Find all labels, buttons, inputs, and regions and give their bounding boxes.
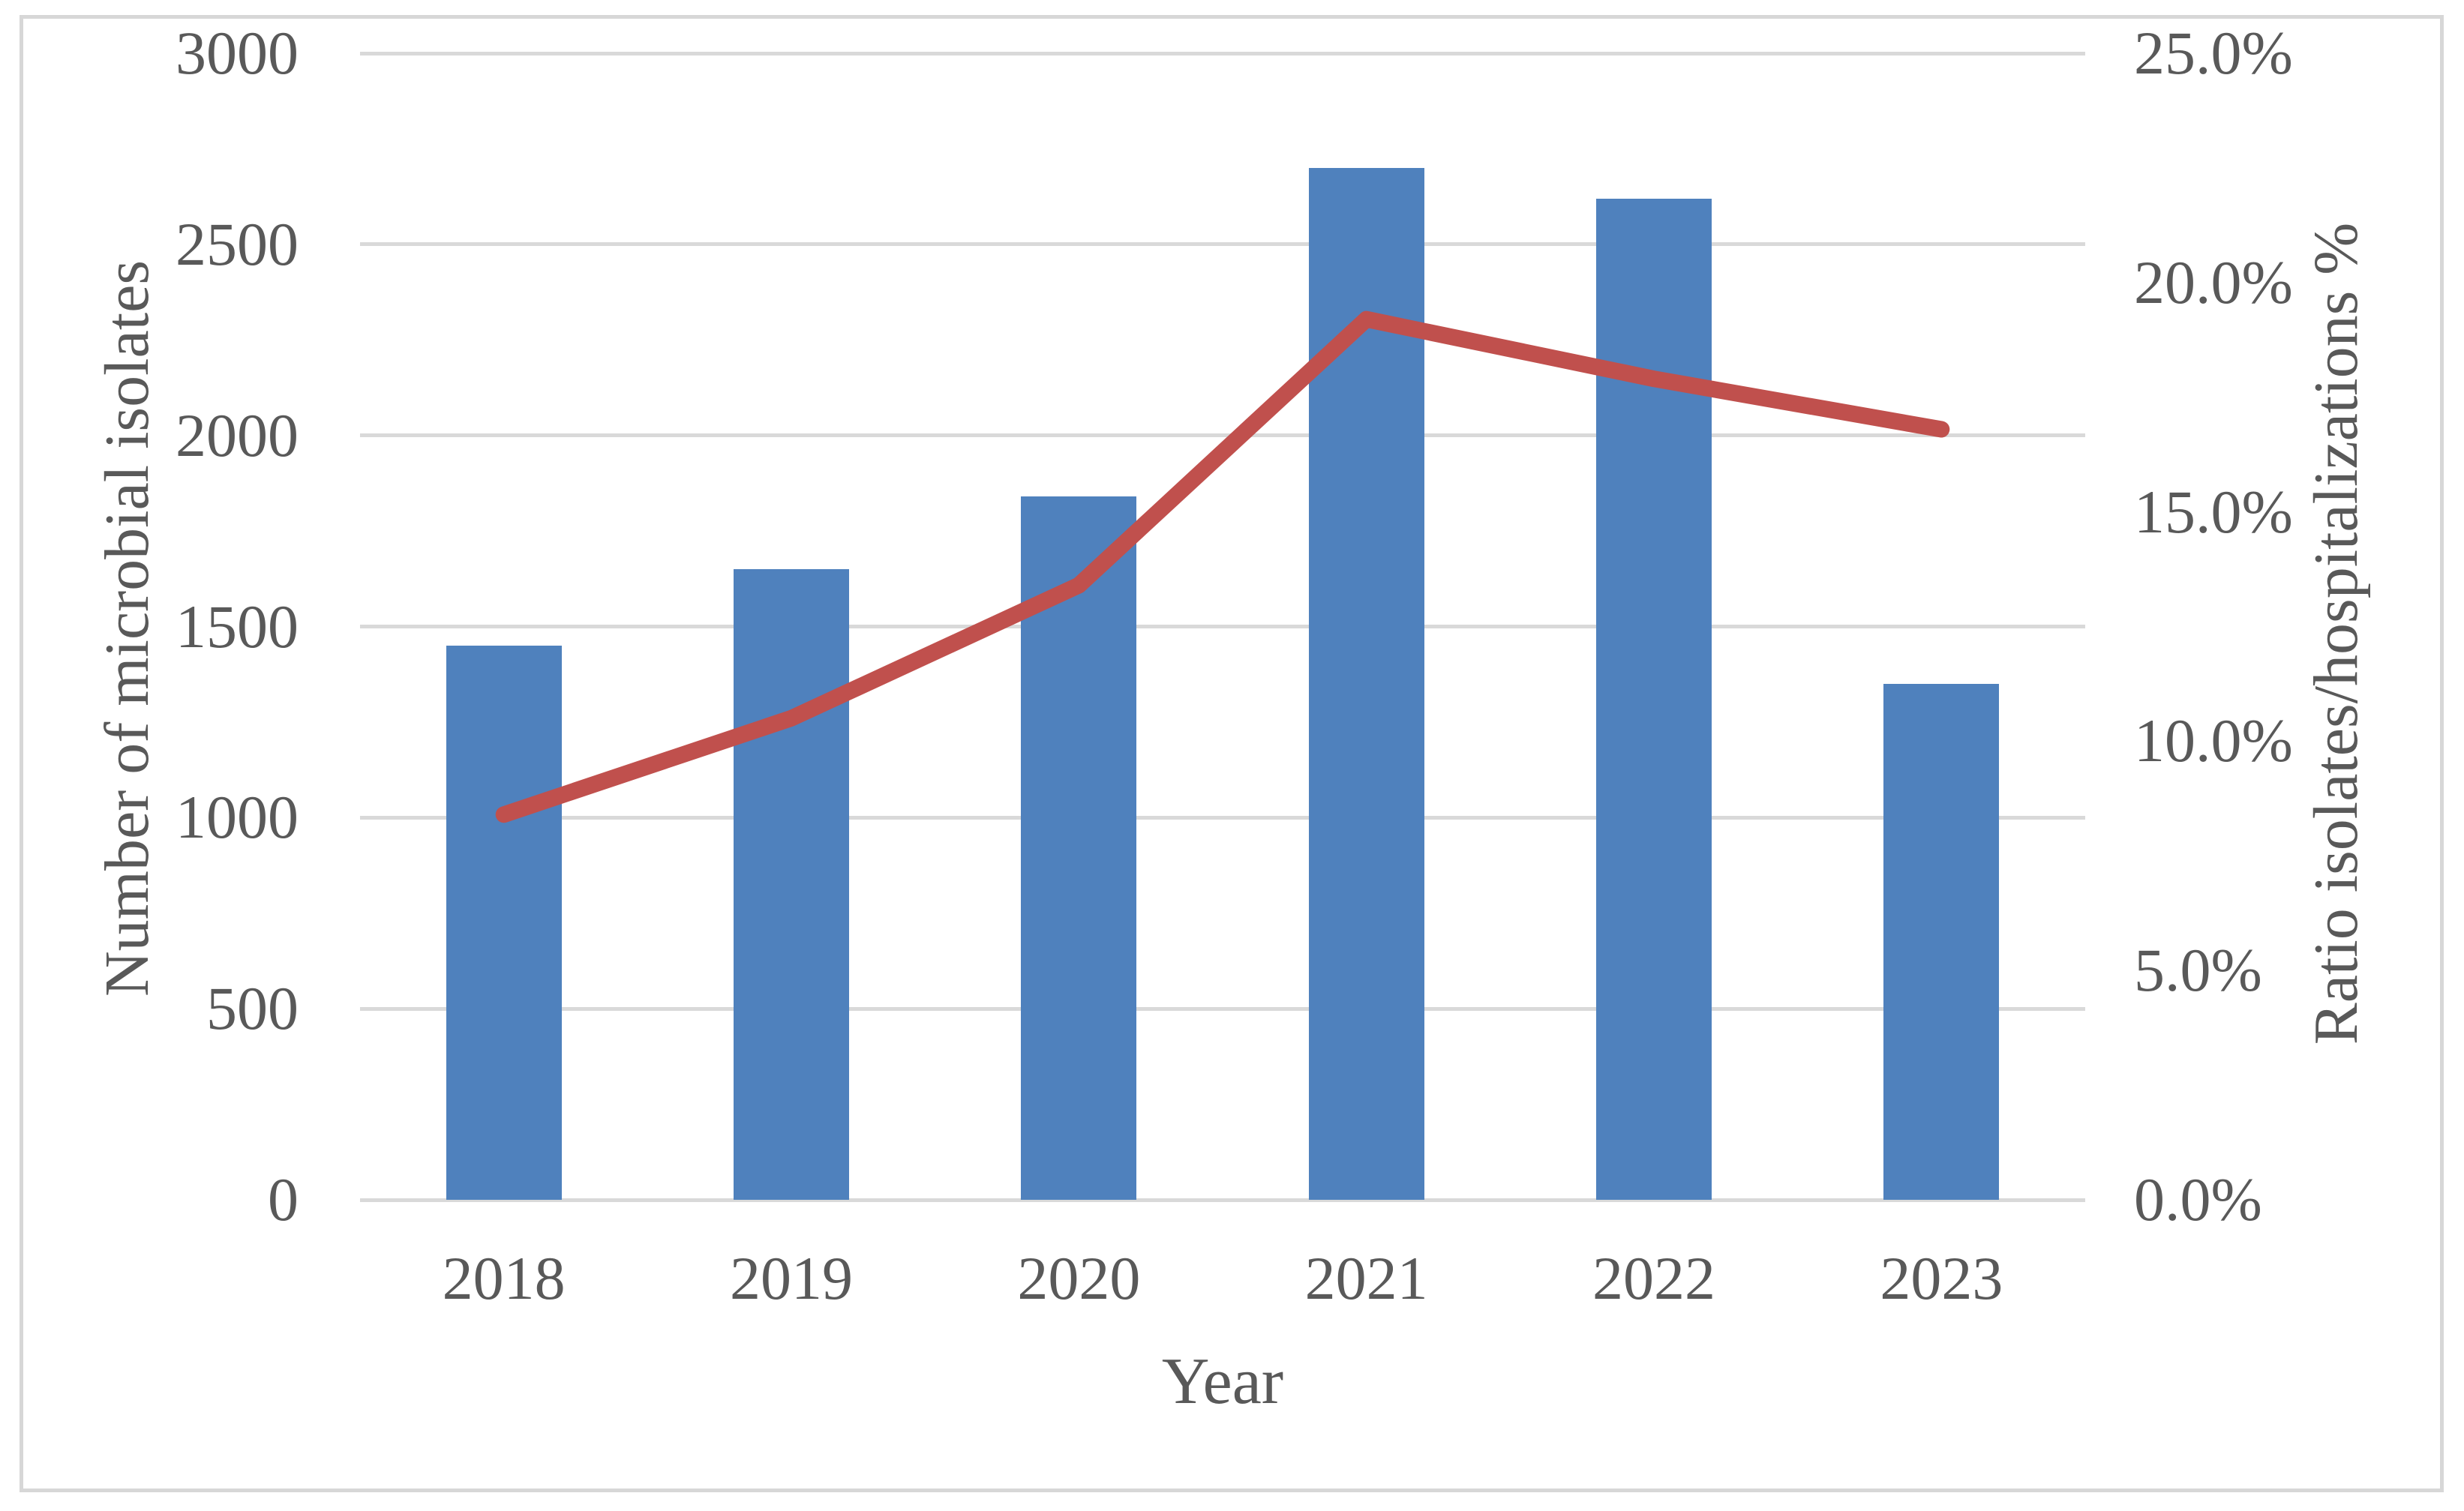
left-axis-tick-1500: 1500 <box>176 592 299 661</box>
bar-2018 <box>446 645 562 1200</box>
gridline <box>360 625 2085 628</box>
bar-2019 <box>734 569 849 1200</box>
ratio-line <box>495 310 1950 823</box>
left-axis-tick-1000: 1000 <box>176 783 299 852</box>
x-axis-tick-2020: 2020 <box>1017 1244 1141 1312</box>
left-axis-tick-0: 0 <box>268 1165 299 1234</box>
right-axis-tick-10.0%: 10.0% <box>2134 706 2293 775</box>
gridline <box>360 433 2085 438</box>
figure-border <box>20 15 2444 1492</box>
x-axis-title: Year <box>1161 1345 1284 1418</box>
x-axis-tick-2023: 2023 <box>1880 1244 2003 1312</box>
right-axis-tick-25.0%: 25.0% <box>2134 19 2293 87</box>
x-axis-line <box>360 1198 2085 1202</box>
left-axis-tick-500: 500 <box>206 974 299 1043</box>
left-axis-tick-2500: 2500 <box>176 209 299 278</box>
right-axis-title: Ratio isolates/hospitalizations % <box>2301 222 2371 1045</box>
right-axis-tick-5.0%: 5.0% <box>2134 936 2262 1005</box>
left-axis-title: Number of microbial isolates <box>92 259 162 997</box>
left-axis-tick-3000: 3000 <box>176 19 299 87</box>
right-axis-tick-15.0%: 15.0% <box>2134 477 2293 546</box>
bar-2021 <box>1308 167 1424 1200</box>
bar-2023 <box>1883 683 2000 1200</box>
bar-2020 <box>1021 496 1137 1200</box>
x-axis-tick-2021: 2021 <box>1304 1244 1428 1312</box>
gridline <box>360 51 2085 55</box>
gridline <box>360 815 2085 820</box>
left-axis-tick-2000: 2000 <box>176 400 299 469</box>
x-axis-tick-2018: 2018 <box>442 1244 566 1312</box>
gridline <box>360 1006 2085 1011</box>
gridline <box>360 242 2085 247</box>
right-axis-tick-0.0%: 0.0% <box>2134 1165 2262 1234</box>
x-axis-tick-2019: 2019 <box>730 1244 853 1312</box>
x-axis-tick-2022: 2022 <box>1592 1244 1715 1312</box>
right-axis-tick-20.0%: 20.0% <box>2134 247 2293 316</box>
